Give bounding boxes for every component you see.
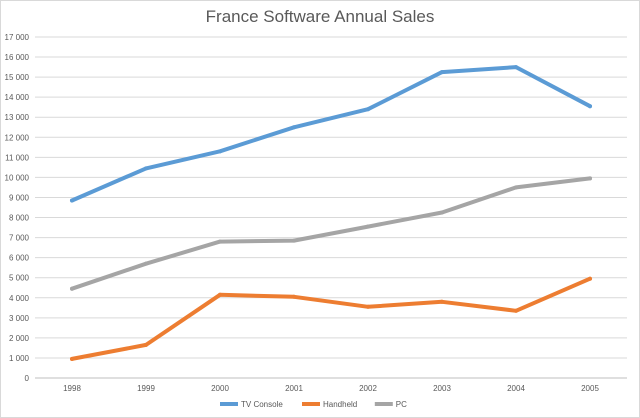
data-point-handheld — [292, 294, 296, 299]
data-point-pc — [292, 238, 296, 243]
data-point-handheld — [514, 308, 518, 313]
data-point-handheld — [218, 292, 222, 297]
legend-label: PC — [396, 400, 407, 409]
y-tick-label: 15 000 — [5, 73, 30, 82]
data-point-tv-console — [588, 104, 592, 109]
data-point-pc — [588, 176, 592, 181]
series-line-pc — [70, 176, 592, 291]
data-point-handheld — [144, 342, 148, 347]
y-tick-label: 11 000 — [5, 153, 29, 162]
y-tick-label: 2 000 — [9, 334, 30, 343]
x-tick-label: 2000 — [211, 384, 229, 393]
y-tick-label: 8 000 — [9, 214, 30, 223]
y-tick-label: 13 000 — [5, 113, 30, 122]
data-point-pc — [218, 239, 222, 244]
legend-label: TV Console — [241, 400, 283, 409]
data-point-tv-console — [218, 149, 222, 154]
data-point-handheld — [366, 304, 370, 309]
y-tick-label: 14 000 — [5, 93, 30, 102]
data-point-pc — [144, 261, 148, 266]
y-tick-label: 6 000 — [9, 254, 30, 263]
data-point-pc — [366, 224, 370, 229]
legend-label: Handheld — [323, 400, 357, 409]
x-tick-label: 1999 — [137, 384, 155, 393]
y-tick-label: 17 000 — [5, 33, 30, 42]
data-point-handheld — [588, 276, 592, 281]
y-tick-label: 16 000 — [5, 53, 30, 62]
data-point-handheld — [440, 299, 444, 304]
chart-title: France Software Annual Sales — [205, 7, 435, 26]
y-tick-label: 4 000 — [9, 294, 30, 303]
data-point-tv-console — [440, 70, 444, 75]
data-point-tv-console — [514, 65, 518, 70]
x-tick-label: 2004 — [507, 384, 525, 393]
data-point-pc — [70, 286, 74, 291]
series-line-tv-console — [70, 65, 592, 203]
x-tick-label: 2005 — [581, 384, 599, 393]
data-point-tv-console — [70, 198, 74, 203]
y-tick-label: 12 000 — [5, 133, 30, 142]
x-tick-label: 2002 — [359, 384, 377, 393]
y-tick-label: 1 000 — [9, 354, 30, 363]
data-point-handheld — [70, 356, 74, 361]
data-point-tv-console — [144, 166, 148, 171]
y-tick-label: 0 — [25, 374, 30, 383]
y-tick-label: 3 000 — [9, 314, 30, 323]
data-point-tv-console — [292, 125, 296, 130]
series-line-handheld — [70, 276, 592, 361]
data-point-tv-console — [366, 107, 370, 112]
data-point-pc — [514, 185, 518, 190]
data-point-pc — [440, 210, 444, 215]
y-tick-label: 5 000 — [9, 274, 30, 283]
y-tick-label: 7 000 — [9, 234, 30, 243]
y-tick-label: 10 000 — [5, 173, 30, 182]
x-tick-label: 2001 — [285, 384, 303, 393]
x-tick-label: 2003 — [433, 384, 451, 393]
x-tick-label: 1998 — [63, 384, 81, 393]
y-tick-label: 9 000 — [9, 193, 30, 202]
